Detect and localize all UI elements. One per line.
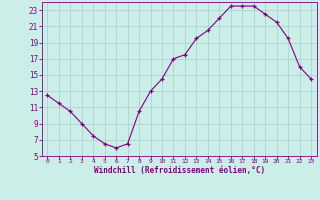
X-axis label: Windchill (Refroidissement éolien,°C): Windchill (Refroidissement éolien,°C) bbox=[94, 166, 265, 175]
